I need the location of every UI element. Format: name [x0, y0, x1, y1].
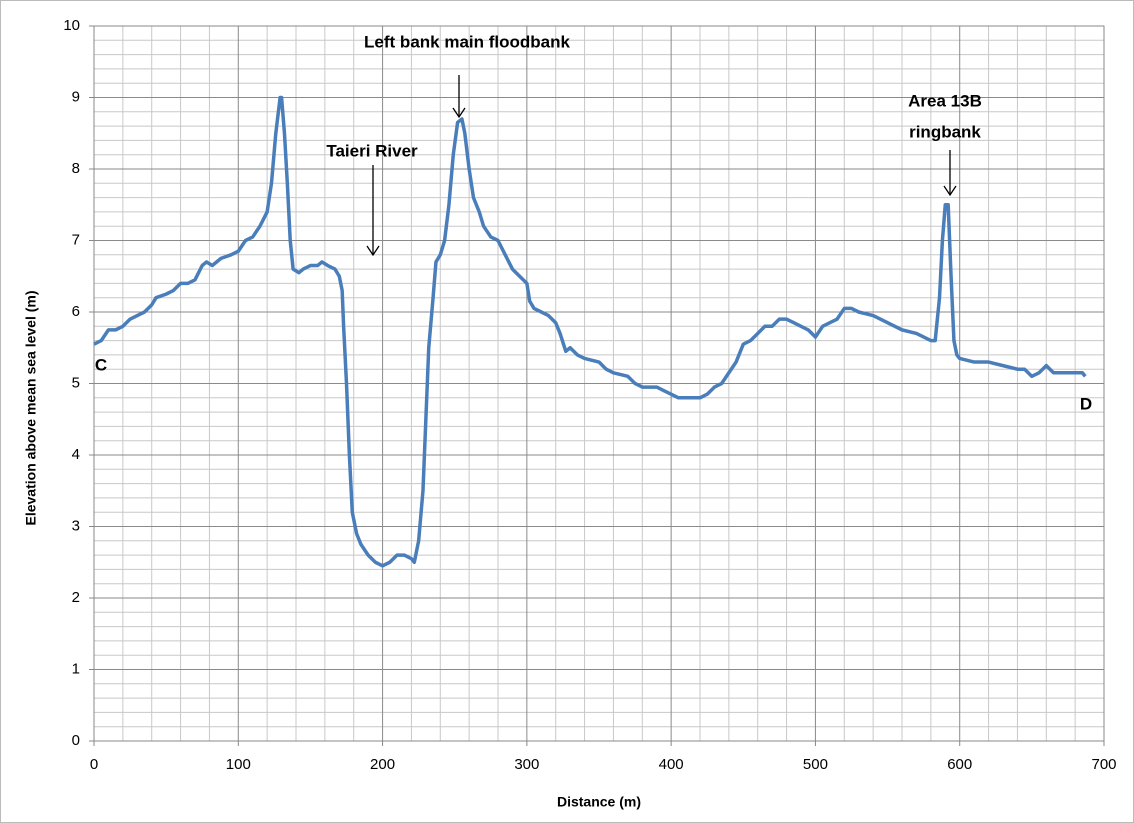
x-tick-label: 300: [514, 756, 539, 773]
y-tick-label: 8: [72, 160, 80, 177]
y-tick-label: 2: [72, 589, 80, 606]
x-tick-label: 500: [803, 756, 828, 773]
y-tick-label: 6: [72, 303, 80, 320]
y-tick-label: 4: [72, 446, 80, 463]
annotation: ringbank: [909, 122, 981, 141]
y-tick-label: 7: [72, 231, 80, 248]
x-axis-label: Distance (m): [557, 794, 641, 810]
grid: [89, 25, 1105, 746]
y-tick-label: 0: [72, 732, 80, 749]
x-tick-label: 100: [226, 756, 251, 773]
x-tick-label: 600: [947, 756, 972, 773]
y-tick-label: 3: [72, 517, 80, 534]
annotation: Taieri River: [326, 141, 418, 160]
x-tick-label: 400: [659, 756, 684, 773]
y-tick-label: 10: [63, 17, 80, 34]
plot: [93, 95, 1087, 568]
end-label: D: [1080, 394, 1092, 413]
arrows: [366, 75, 957, 257]
x-tick-label: 0: [90, 756, 98, 773]
plot-frame: [93, 25, 1105, 742]
y-tick-label: 9: [72, 88, 80, 105]
end-label: C: [95, 355, 107, 374]
x-tick-label: 700: [1091, 756, 1116, 773]
y-tick-label: 5: [72, 374, 80, 391]
y-axis-label: Elevation above mean sea level (m): [23, 291, 39, 526]
data-line: [93, 95, 1087, 568]
annotation: Area 13B: [908, 91, 982, 110]
y-tick-label: 1: [72, 660, 80, 677]
annotation: Left bank main floodbank: [364, 32, 570, 51]
x-tick-label: 200: [370, 756, 395, 773]
